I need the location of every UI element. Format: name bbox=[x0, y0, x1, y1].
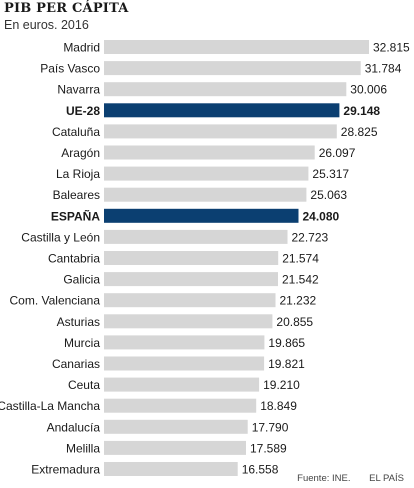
value-label-ceuta: 19.210 bbox=[263, 378, 300, 392]
bar-castilla-la-mancha bbox=[104, 398, 257, 413]
chart-subtitle: En euros. 2016 bbox=[4, 18, 89, 32]
category-label-baleares: Baleares bbox=[53, 188, 100, 202]
value-label-castilla-la-mancha: 18.849 bbox=[260, 399, 297, 413]
category-label-cataluna: Cataluña bbox=[52, 125, 100, 139]
value-label-baleares: 25.063 bbox=[310, 188, 347, 202]
value-label-ue-28: 29.148 bbox=[343, 104, 380, 118]
value-label-murcia: 19.865 bbox=[268, 336, 305, 350]
bar-cantabria bbox=[104, 251, 279, 265]
category-label-cantabria: Cantabria bbox=[48, 252, 100, 266]
bar-andalucia bbox=[104, 419, 248, 434]
publisher-credit: EL PAÍS bbox=[369, 473, 404, 484]
category-label-navarra: Navarra bbox=[57, 83, 100, 97]
bar-galicia bbox=[104, 272, 278, 287]
bar-la-rioja bbox=[104, 166, 309, 181]
category-label-com-valenciana: Com. Valenciana bbox=[10, 294, 101, 308]
value-label-espana: 24.080 bbox=[303, 209, 340, 223]
bar-ceuta bbox=[104, 377, 260, 392]
value-label-navarra: 30.006 bbox=[350, 83, 387, 97]
source-note: Fuente: INE. bbox=[297, 473, 351, 484]
category-label-espana: ESPAÑA bbox=[51, 208, 100, 223]
chart-footer: Fuente: INE. EL PAÍS bbox=[281, 473, 404, 484]
category-label-la-rioja: La Rioja bbox=[56, 167, 100, 181]
bar-navarra bbox=[104, 82, 347, 97]
category-label-galicia: Galicia bbox=[63, 273, 100, 287]
value-label-andalucia: 17.790 bbox=[252, 420, 289, 434]
value-label-aragon: 26.097 bbox=[319, 146, 356, 160]
bar-murcia bbox=[104, 335, 265, 350]
bar-pais-vasco bbox=[104, 61, 361, 76]
bar-com-valenciana bbox=[104, 293, 276, 308]
value-label-com-valenciana: 21.232 bbox=[280, 294, 317, 308]
value-label-canarias: 19.821 bbox=[268, 357, 305, 371]
bar-extremadura bbox=[104, 462, 238, 476]
value-label-extremadura: 16.558 bbox=[242, 463, 279, 477]
bar-melilla bbox=[104, 440, 246, 455]
value-label-pais-vasco: 31.784 bbox=[365, 62, 402, 76]
value-label-cantabria: 21.574 bbox=[282, 252, 319, 266]
category-label-andalucia: Andalucía bbox=[47, 420, 101, 434]
category-label-asturias: Asturias bbox=[57, 315, 100, 329]
value-label-castilla-y-leon: 22.723 bbox=[292, 230, 329, 244]
value-label-la-rioja: 25.317 bbox=[312, 167, 349, 181]
value-label-galicia: 21.542 bbox=[282, 273, 319, 287]
category-label-ue-28: UE-28 bbox=[66, 104, 100, 118]
category-label-castilla-y-leon: Castilla y León bbox=[21, 230, 100, 244]
category-label-madrid: Madrid bbox=[63, 41, 100, 55]
bar-espana bbox=[104, 208, 299, 223]
bar-canarias bbox=[104, 356, 265, 371]
category-label-ceuta: Ceuta bbox=[68, 378, 100, 392]
category-label-canarias: Canarias bbox=[52, 357, 100, 371]
bar-castilla-y-leon bbox=[104, 229, 288, 244]
bar-ue-28 bbox=[104, 103, 340, 118]
value-label-cataluna: 28.825 bbox=[341, 125, 378, 139]
value-label-madrid: 32.815 bbox=[373, 41, 410, 55]
chart-title: PIB PER CÁPITA bbox=[4, 1, 129, 16]
category-label-extremadura: Extremadura bbox=[31, 463, 100, 477]
category-label-castilla-la-mancha: Castilla-La Mancha bbox=[0, 399, 100, 413]
category-label-aragon: Aragón bbox=[61, 146, 100, 160]
value-label-asturias: 20.855 bbox=[276, 315, 313, 329]
category-label-melilla: Melilla bbox=[66, 441, 100, 455]
bar-baleares bbox=[104, 187, 307, 202]
bar-asturias bbox=[104, 314, 273, 329]
bar-cataluna bbox=[104, 124, 337, 139]
bar-aragon bbox=[104, 145, 315, 160]
category-label-pais-vasco: País Vasco bbox=[40, 62, 100, 76]
bar-madrid bbox=[104, 40, 369, 54]
category-label-murcia: Murcia bbox=[64, 336, 100, 350]
value-label-melilla: 17.589 bbox=[250, 441, 287, 455]
